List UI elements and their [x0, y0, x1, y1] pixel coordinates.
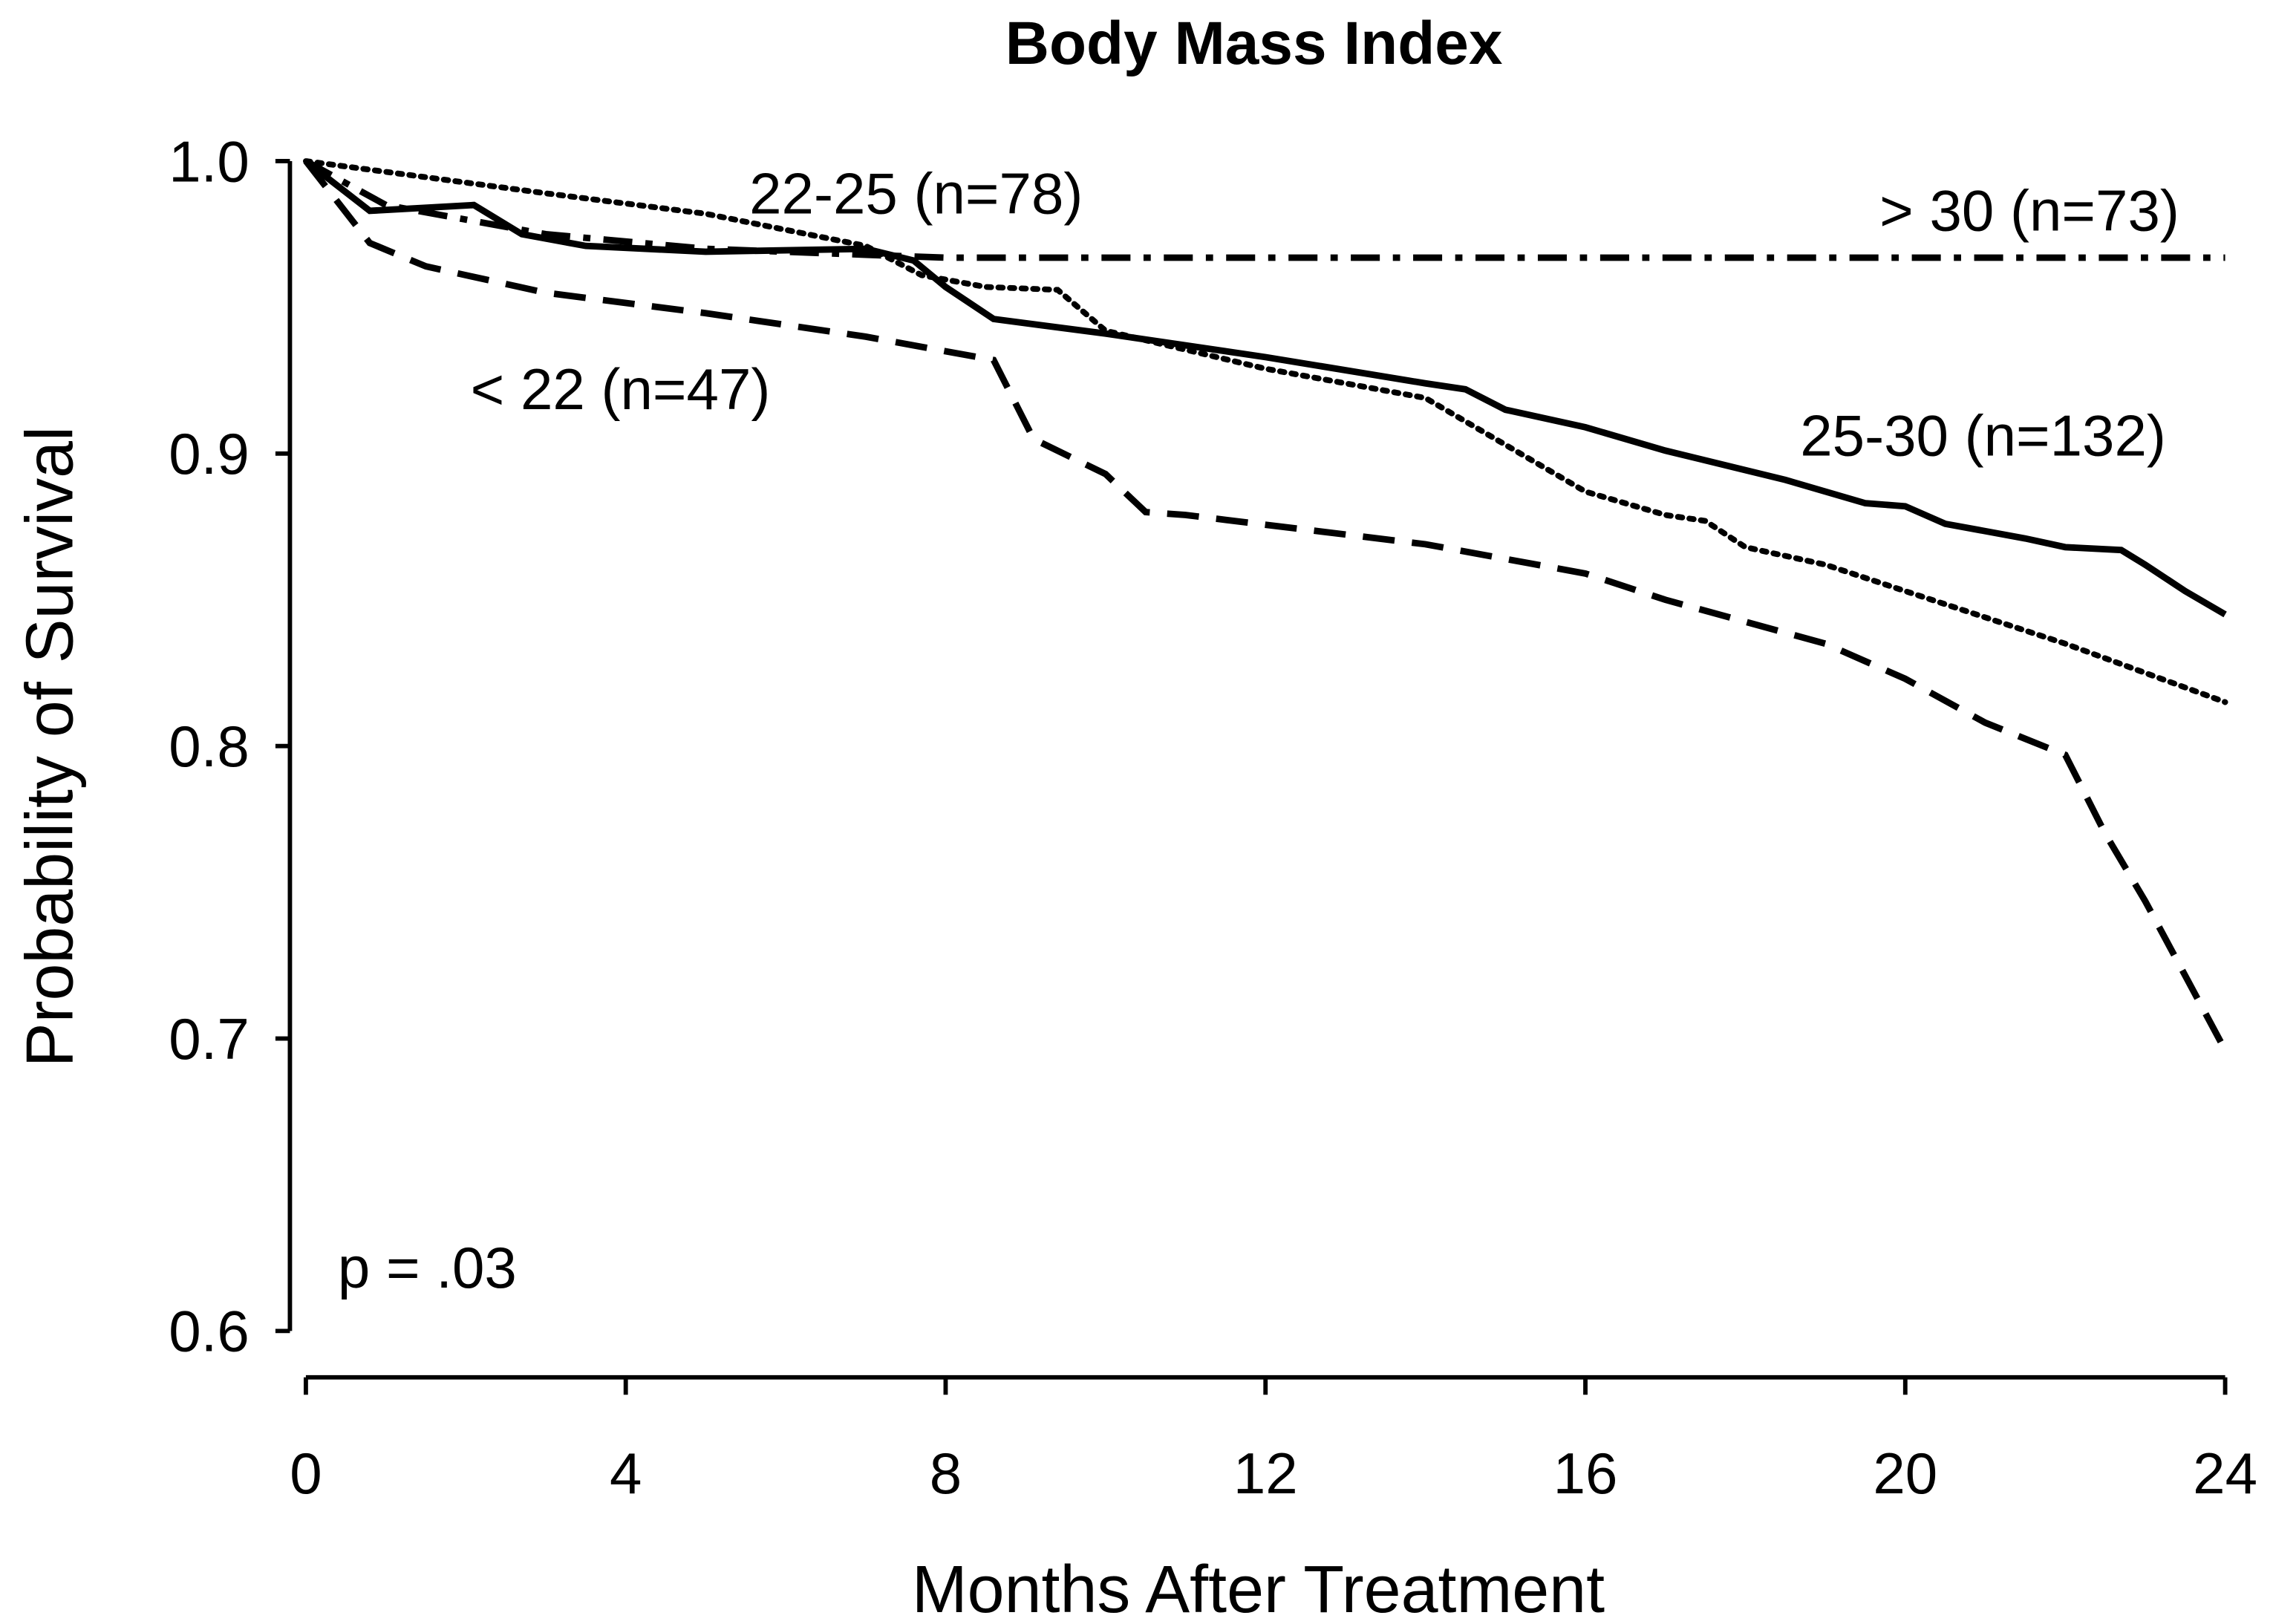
y-tick-label: 0.6	[169, 1299, 250, 1364]
x-tick-label: 12	[1233, 1441, 1298, 1506]
y-tick-label: 0.8	[169, 714, 250, 779]
survival-line	[303, 159, 2228, 1052]
x-tick-label: 16	[1553, 1441, 1618, 1506]
x-tick-label: 4	[610, 1441, 642, 1506]
x-tick-label: 0	[290, 1441, 322, 1506]
y-tick-label: 1.0	[169, 128, 250, 194]
y-axis-title: Probability of Survival	[13, 426, 88, 1067]
x-axis-title: Months After Treatment	[912, 1553, 1605, 1624]
series-label: < 22 (n=47)	[471, 356, 771, 422]
x-tick-label: 20	[1873, 1441, 1937, 1506]
p-value-annotation: p = .03	[338, 1235, 517, 1300]
survival-line	[304, 158, 2227, 618]
series-label: 22-25 (n=78)	[749, 160, 1083, 226]
series-label: > 30 (n=73)	[1879, 178, 2179, 244]
chart-title: Body Mass Index	[1005, 10, 1503, 77]
y-tick-label: 0.7	[169, 1006, 250, 1072]
x-tick-label: 8	[930, 1441, 962, 1506]
survival-line	[304, 158, 2225, 261]
x-tick-label: 24	[2193, 1441, 2257, 1506]
series-label: 25-30 (n=132)	[1800, 402, 2166, 468]
y-tick-label: 0.9	[169, 421, 250, 486]
